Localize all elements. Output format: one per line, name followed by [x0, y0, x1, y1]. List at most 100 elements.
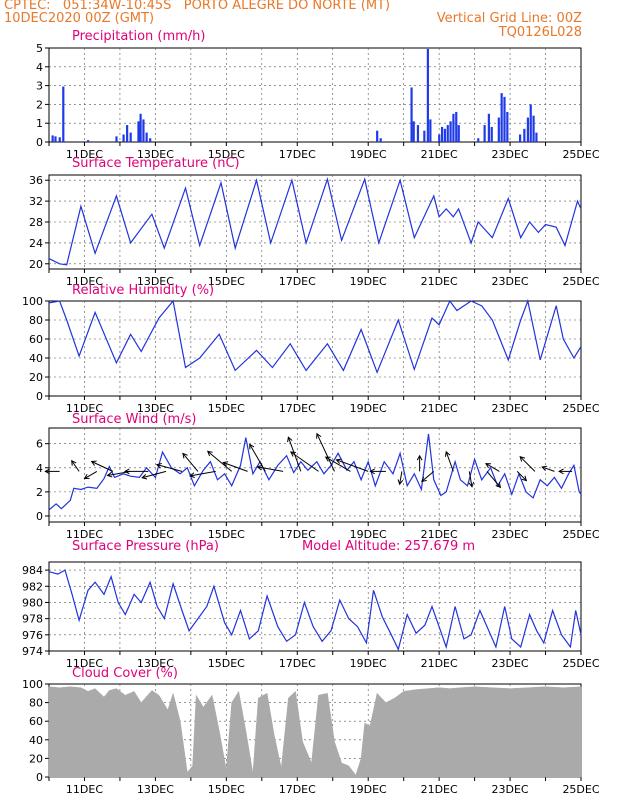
panel-2	[45, 298, 582, 400]
panel-title: Surface Wind (m/s)	[72, 412, 196, 427]
y-tick-label: 20	[29, 371, 43, 384]
x-tick-label: 23DEC	[492, 657, 529, 670]
precip-bar	[137, 121, 140, 142]
precip-bar	[62, 86, 65, 142]
wind-arrow	[290, 451, 319, 472]
wind-arrowhead	[256, 464, 263, 471]
precip-bar	[149, 138, 152, 142]
precip-bar	[423, 130, 426, 142]
precip-bar	[429, 119, 432, 142]
wind-arrow	[316, 433, 335, 472]
y-tick-label: 24	[29, 237, 43, 250]
wind-arrowhead	[416, 454, 423, 461]
wind-arrow	[84, 470, 98, 479]
wind-arrowhead	[519, 455, 526, 462]
x-tick-label: 21DEC	[421, 402, 458, 415]
y-tick-label: 974	[22, 645, 43, 658]
x-tick-label: 23DEC	[492, 402, 529, 415]
precip-bar	[379, 138, 382, 142]
x-tick-label: 21DEC	[421, 148, 458, 161]
y-tick-label: 1	[36, 117, 43, 130]
x-tick-label: 15DEC	[208, 402, 245, 415]
wind-arrow	[519, 456, 536, 472]
x-tick-label: 11DEC	[66, 528, 103, 541]
series-line	[48, 569, 582, 652]
x-tick-label: 19DEC	[350, 657, 387, 670]
wind-arrowhead	[189, 472, 195, 478]
x-tick-label: 23DEC	[492, 783, 529, 796]
wind-arrowhead	[541, 465, 548, 472]
x-tick-label: 15DEC	[208, 657, 245, 670]
panel-title: Surface Temperature (nC)	[72, 156, 240, 171]
x-tick-label: 17DEC	[279, 402, 316, 415]
wind-arrow	[542, 466, 555, 472]
wind-arrowhead	[495, 482, 502, 489]
x-tick-label: 19DEC	[350, 275, 387, 288]
wind-arrow	[421, 471, 435, 482]
precip-bar	[457, 125, 460, 142]
x-tick-label: 11DEC	[66, 783, 103, 796]
header-grid-line-note: Vertical Grid Line: 00Z	[436, 11, 582, 26]
wind-arrowhead	[222, 461, 229, 467]
precip-bar	[416, 125, 420, 142]
header-model-id: TQ0126L028	[498, 25, 582, 40]
x-tick-label: 25DEC	[562, 528, 599, 541]
wind-arrow	[223, 462, 248, 472]
x-tick-label: 17DEC	[279, 528, 316, 541]
panel-title: Cloud Cover (%)	[72, 666, 178, 681]
precip-bar	[497, 117, 500, 142]
wind-arrow	[71, 460, 80, 472]
x-tick-label: 25DEC	[562, 657, 599, 670]
y-tick-label: 976	[22, 629, 43, 642]
y-tick-label: 60	[29, 333, 43, 346]
x-tick-label: 19DEC	[350, 783, 387, 796]
precip-bar	[376, 130, 379, 142]
x-tick-label: 17DEC	[279, 657, 316, 670]
x-tick-label: 17DEC	[279, 148, 316, 161]
precip-bar	[449, 121, 452, 142]
y-tick-label: 978	[22, 613, 43, 626]
x-tick-label: 21DEC	[421, 275, 458, 288]
x-tick-label: 19DEC	[350, 528, 387, 541]
y-tick-label: 5	[36, 42, 43, 55]
y-tick-label: 984	[22, 564, 43, 577]
wind-arrow	[207, 450, 232, 472]
precip-bar	[452, 113, 455, 142]
wind-arrowhead	[485, 463, 491, 469]
y-tick-label: 20	[29, 258, 43, 271]
y-tick-label: 982	[22, 580, 43, 593]
panel-title: Precipitation (mm/h)	[72, 29, 205, 44]
precip-bar	[129, 132, 132, 142]
precip-bar	[58, 137, 61, 142]
y-tick-label: 2	[36, 486, 43, 499]
wind-arrow	[486, 471, 501, 488]
precip-bar	[126, 125, 129, 142]
precip-bar	[500, 93, 503, 142]
precip-bar	[145, 132, 148, 142]
wind-arrowhead	[182, 452, 188, 459]
panel-4	[45, 561, 582, 655]
wind-arrowhead	[249, 443, 255, 450]
panel-title: Relative Humidity (%)	[72, 283, 214, 298]
precip-bar	[412, 121, 415, 142]
precip-bar	[503, 96, 506, 142]
precip-bar	[87, 140, 90, 142]
y-tick-label: 4	[36, 61, 43, 74]
wind-arrowhead	[324, 456, 331, 462]
header-date-line: 10DEC2020 00Z (GMT)	[4, 11, 155, 26]
y-tick-label: 100	[22, 678, 43, 691]
precip-bar	[532, 115, 535, 142]
precip-bar	[529, 104, 532, 142]
panel-frame	[48, 561, 582, 652]
x-tick-label: 17DEC	[279, 275, 316, 288]
wind-arrow	[156, 464, 183, 472]
panel-subtitle: Model Altitude: 257.679 m	[302, 539, 475, 554]
y-tick-label: 40	[29, 734, 43, 747]
x-tick-label: 19DEC	[350, 148, 387, 161]
wind-arrow	[485, 463, 500, 472]
panel-3	[44, 427, 582, 526]
wind-arrow	[399, 471, 403, 485]
precip-bar	[142, 119, 145, 142]
wind-arrow	[249, 444, 266, 472]
